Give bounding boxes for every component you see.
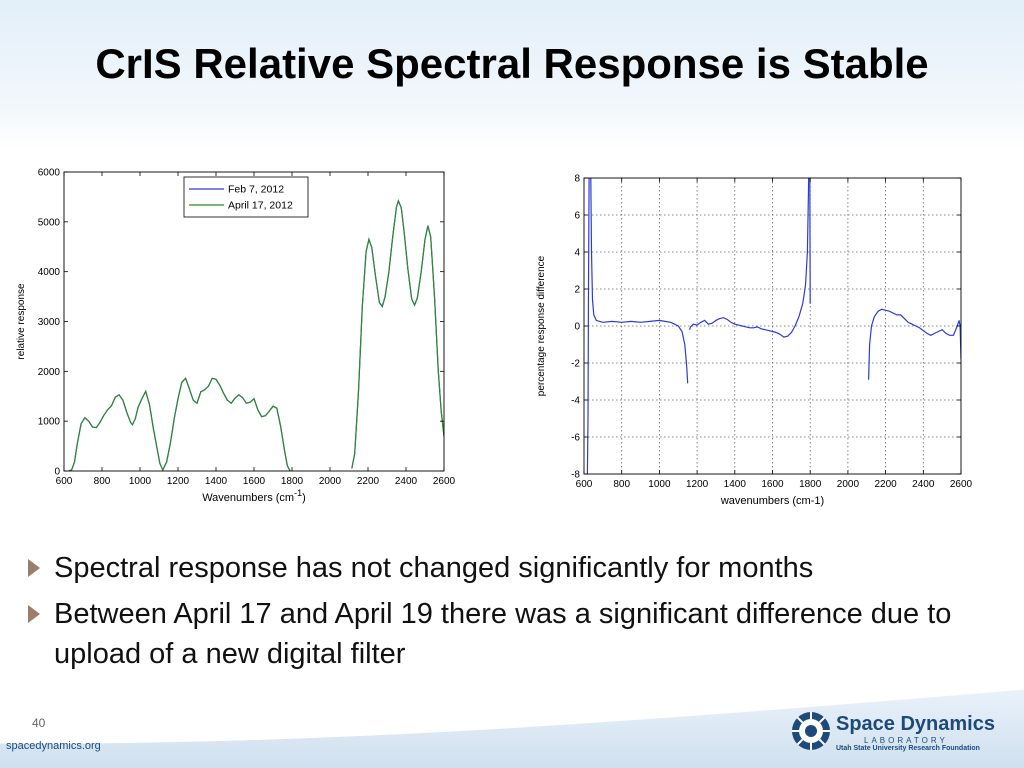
x-tick-label: 1800 (799, 479, 822, 490)
logo-tagline: Utah State University Research Foundatio… (836, 745, 980, 752)
y-tick-label: 1000 (38, 417, 61, 428)
bullet-text: Between April 17 and April 19 there was … (54, 598, 952, 670)
series-line-1 (868, 308, 961, 380)
legend-box (183, 176, 309, 218)
x-tick-label: 1000 (129, 476, 152, 487)
x-tick-label: 2600 (950, 479, 973, 490)
bullet-item: Between April 17 and April 19 there was … (28, 594, 988, 674)
series-line-1 (689, 178, 810, 338)
x-tick-label: 1000 (648, 479, 671, 490)
bullet-text: Spectral response has not changed signif… (54, 552, 814, 584)
y-tick-label: -6 (571, 433, 580, 444)
series-line-1 (586, 178, 590, 474)
x-tick-label: 800 (94, 476, 111, 487)
left-chart-panel: 600 800 1000 1200 1400 1600 1800 2000 2200 2400 26… (0, 148, 490, 520)
x-tick-label: 1600 (243, 476, 266, 487)
title-background (0, 0, 1024, 150)
plot-area (64, 172, 444, 471)
bullet-arrow-icon (28, 559, 40, 577)
x-tick-label: 800 (613, 479, 630, 490)
logo-subname: LABORATORY (864, 736, 948, 745)
logo-name: Space Dynamics (836, 713, 995, 735)
x-tick-label: 2000 (837, 479, 860, 490)
x-tick-label: 2000 (319, 476, 342, 487)
sdl-logo-icon (792, 712, 830, 750)
y-tick-label: -2 (571, 359, 580, 370)
slide-title: CrIS Relative Spectral Response is Stabl… (95, 40, 929, 87)
x-tick-label: 1200 (167, 476, 190, 487)
page-number: 40 (32, 716, 46, 730)
sdl-logo-text: Space Dynamics LABORATORY Utah State Uni… (836, 713, 995, 752)
footer-swoosh (0, 684, 1024, 768)
y-tick-label: 0 (54, 467, 60, 478)
series-line-2 (351, 199, 444, 469)
y-tick-label: 8 (574, 174, 580, 185)
x-tick-label: 1200 (686, 479, 709, 490)
response-difference-chart: 600 800 1000 1200 1400 1600 1800 2000 2200 2400 26… (536, 174, 973, 508)
y-axis-label: relative response (16, 283, 27, 360)
y-tick-label: 4000 (38, 267, 61, 278)
x-tick-label: 600 (56, 476, 73, 487)
x-tick-label: 2600 (433, 476, 456, 487)
bullet-list: Spectral response has not changed signif… (28, 548, 988, 680)
legend-label: Feb 7, 2012 (228, 184, 284, 196)
x-tick-label: 2400 (395, 476, 418, 487)
x-tick-label: 2400 (912, 479, 935, 490)
legend-label: April 17, 2012 (228, 200, 293, 212)
x-tick-label: 600 (576, 479, 593, 490)
x-tick-label: 1400 (205, 476, 228, 487)
x-axis-label: Wavenumbers (cm-1) (202, 488, 306, 504)
y-tick-label: 6 (574, 211, 580, 222)
series-line-1 (590, 178, 689, 384)
x-tick-label: 1600 (761, 479, 784, 490)
relative-response-chart: 600 800 1000 1200 1400 1600 1800 2000 2200 2400 26… (16, 168, 456, 505)
right-chart-panel: 600 800 1000 1200 1400 1600 1800 2000 2200 2400 26… (520, 150, 1008, 520)
x-axis-label: wavenumbers (cm-1) (720, 495, 824, 507)
y-tick-label: 4 (574, 248, 580, 259)
y-tick-label: 5000 (38, 217, 61, 228)
x-tick-label: 2200 (357, 476, 380, 487)
bullet-arrow-icon (28, 605, 40, 623)
y-axis-label: percentage response difference (536, 255, 547, 396)
y-tick-label: 6000 (38, 168, 61, 179)
series-line-2 (68, 377, 291, 471)
x-tick-label: 2200 (874, 479, 897, 490)
y-tick-label: 2000 (38, 367, 61, 378)
y-tick-label: 0 (574, 322, 580, 333)
website-link[interactable]: spacedynamics.org (6, 740, 101, 752)
x-tick-label: 1400 (724, 479, 747, 490)
bullet-item: Spectral response has not changed signif… (28, 548, 988, 588)
y-tick-label: -4 (571, 396, 580, 407)
y-tick-label: 2 (574, 285, 580, 296)
x-tick-label: 1800 (281, 476, 304, 487)
y-tick-label: -8 (571, 470, 580, 481)
y-tick-label: 3000 (38, 317, 61, 328)
